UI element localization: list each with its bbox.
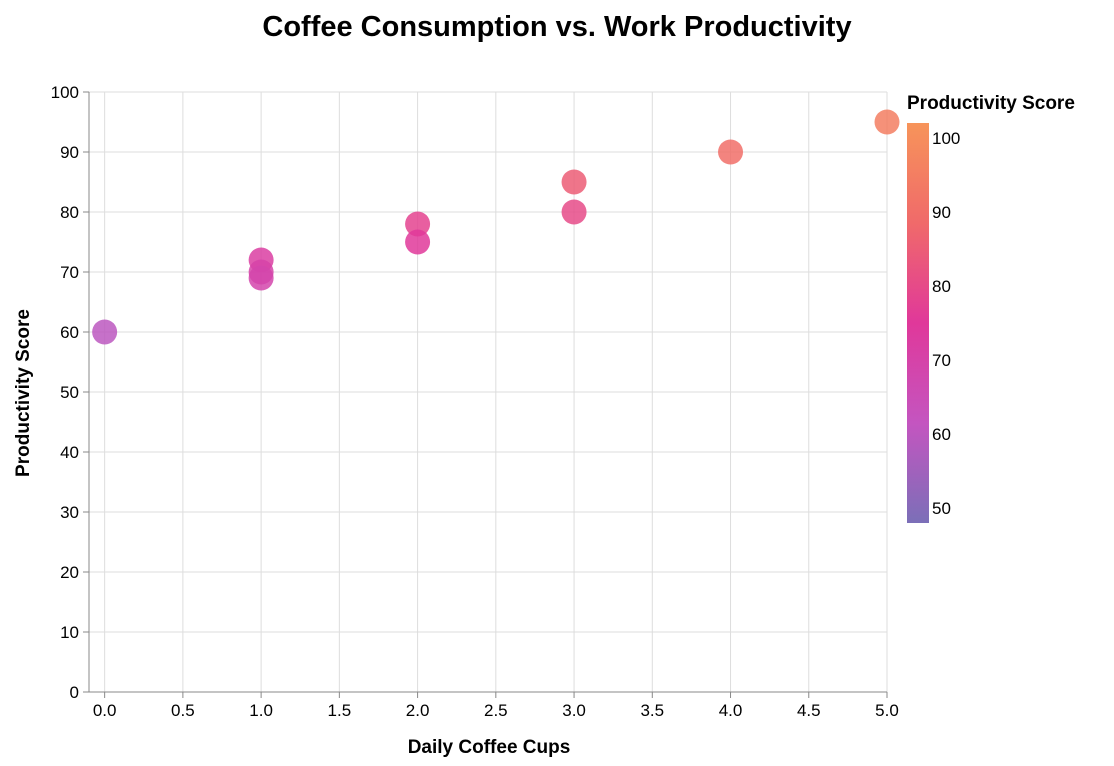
axes: 0.0 0.5 1.0 1.5 2.0 2.5 3.0 3.5 4.0 4.5 5.0 0 10 20 30… [51, 83, 899, 720]
x-tick-label: 0.0 [93, 701, 117, 720]
data-point [92, 319, 118, 345]
data-point [718, 139, 744, 165]
chart-title: Coffee Consumption vs. Work Productivity [262, 11, 851, 43]
y-tick-label: 30 [60, 503, 79, 522]
x-tick-label: 3.0 [562, 701, 586, 720]
x-axis-title: Daily Coffee Cups [408, 737, 571, 758]
data-point [561, 199, 587, 225]
y-tick-label: 70 [60, 263, 79, 282]
x-tick-label: 2.5 [484, 701, 508, 720]
y-tick-label: 20 [60, 563, 79, 582]
x-tick-label: 0.5 [171, 701, 195, 720]
y-tick-label: 10 [60, 623, 79, 642]
legend-labels: 100 90 80 70 60 50 [929, 129, 960, 518]
x-tick-label: 1.5 [328, 701, 352, 720]
x-tick-label: 2.0 [406, 701, 430, 720]
y-tick-label: 60 [60, 323, 79, 342]
legend-label: 60 [932, 425, 951, 444]
y-tick-label: 40 [60, 443, 79, 462]
y-tick-label: 100 [51, 83, 79, 102]
x-tick-label: 4.5 [797, 701, 821, 720]
x-tick-label: 1.0 [249, 701, 273, 720]
data-point [561, 169, 587, 195]
legend-label: 70 [932, 351, 951, 370]
y-tick-label: 0 [70, 683, 79, 702]
legend-gradient-bar [907, 123, 929, 523]
data-point [405, 211, 431, 237]
legend-label: 90 [932, 203, 951, 222]
color-legend: Productivity Score 100 90 80 70 60 50 [907, 93, 1075, 523]
y-axis-title: Productivity Score [13, 309, 34, 477]
data-points [92, 109, 900, 345]
grid [89, 91, 888, 693]
x-tick-label: 5.0 [875, 701, 899, 720]
y-tick-label: 50 [60, 383, 79, 402]
legend-title: Productivity Score [907, 93, 1075, 114]
x-tick-label: 4.0 [719, 701, 743, 720]
legend-label: 80 [932, 277, 951, 296]
data-point [874, 109, 900, 135]
y-tick-label: 90 [60, 143, 79, 162]
x-tick-label: 3.5 [640, 701, 664, 720]
legend-label: 100 [932, 129, 960, 148]
y-tick-label: 80 [60, 203, 79, 222]
data-point [405, 229, 431, 255]
data-point [248, 265, 274, 291]
legend-label: 50 [932, 499, 951, 518]
